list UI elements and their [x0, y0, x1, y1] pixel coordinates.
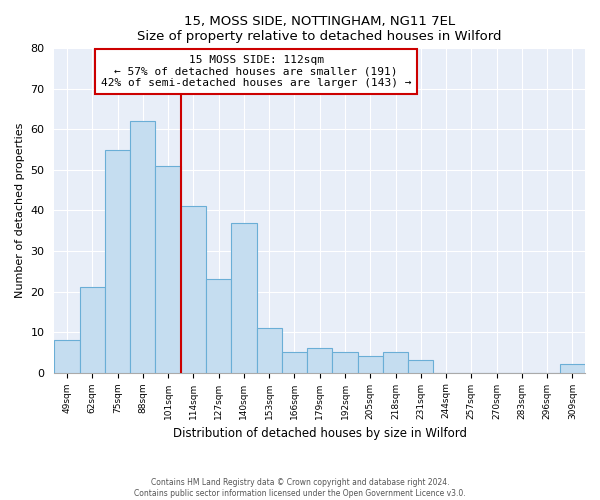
Bar	[383, 352, 408, 372]
Bar	[130, 122, 155, 372]
Bar	[257, 328, 282, 372]
Bar	[105, 150, 130, 372]
Bar	[55, 340, 80, 372]
Bar	[560, 364, 585, 372]
Bar	[181, 206, 206, 372]
Bar	[358, 356, 383, 372]
Bar	[307, 348, 332, 372]
Bar	[231, 222, 257, 372]
Bar	[155, 166, 181, 372]
Y-axis label: Number of detached properties: Number of detached properties	[15, 123, 25, 298]
Bar	[206, 280, 231, 372]
X-axis label: Distribution of detached houses by size in Wilford: Distribution of detached houses by size …	[173, 427, 467, 440]
Title: 15, MOSS SIDE, NOTTINGHAM, NG11 7EL
Size of property relative to detached houses: 15, MOSS SIDE, NOTTINGHAM, NG11 7EL Size…	[137, 15, 502, 43]
Bar	[282, 352, 307, 372]
Text: 15 MOSS SIDE: 112sqm
← 57% of detached houses are smaller (191)
42% of semi-deta: 15 MOSS SIDE: 112sqm ← 57% of detached h…	[101, 55, 411, 88]
Text: Contains HM Land Registry data © Crown copyright and database right 2024.
Contai: Contains HM Land Registry data © Crown c…	[134, 478, 466, 498]
Bar	[80, 288, 105, 372]
Bar	[332, 352, 358, 372]
Bar	[408, 360, 433, 372]
